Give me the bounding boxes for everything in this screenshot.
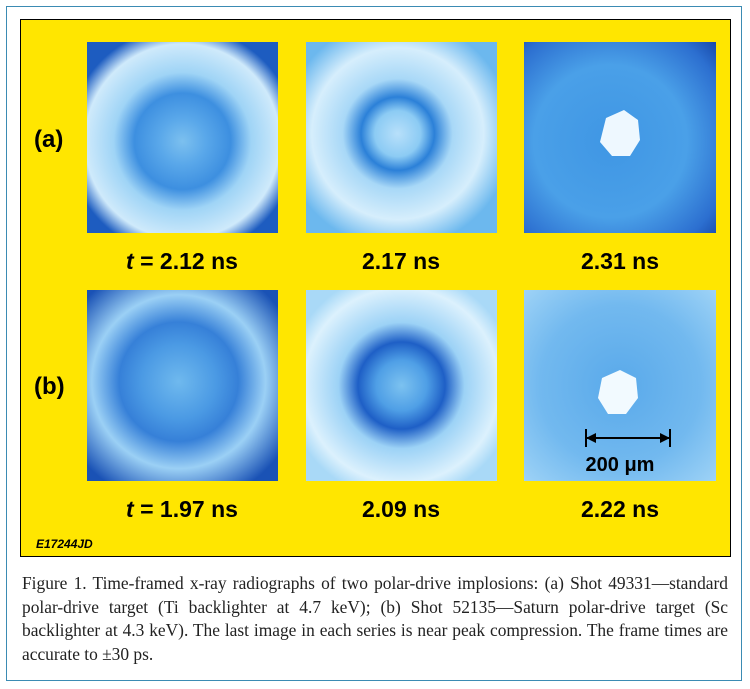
time-text: 2.17 ns bbox=[362, 248, 440, 274]
radiograph bbox=[87, 42, 278, 233]
scale-label: 200 μm bbox=[520, 454, 720, 477]
time-text: = 2.12 ns bbox=[134, 248, 238, 274]
radiograph bbox=[524, 42, 716, 233]
time-text: 2.31 ns bbox=[581, 248, 659, 274]
frame-time: t = 2.12 ns bbox=[82, 248, 282, 275]
page: 200 μm (a) (b) t = 2.12 ns 2.17 ns 2.31 ns… bbox=[0, 0, 750, 689]
time-text: = 1.97 ns bbox=[134, 496, 238, 522]
variable: t bbox=[126, 248, 134, 274]
radiograph bbox=[87, 290, 278, 481]
frame-time: 2.17 ns bbox=[301, 248, 501, 275]
time-text: 2.22 ns bbox=[581, 496, 659, 522]
frame-time: 2.09 ns bbox=[301, 496, 501, 523]
frame-time: t = 1.97 ns bbox=[82, 496, 282, 523]
radiograph bbox=[306, 42, 497, 233]
row-label: (a) bbox=[34, 126, 63, 154]
frame-time: 2.22 ns bbox=[520, 496, 720, 523]
radiograph bbox=[306, 290, 497, 481]
row-label: (b) bbox=[34, 373, 65, 401]
time-text: 2.09 ns bbox=[362, 496, 440, 522]
frame-time: 2.31 ns bbox=[520, 248, 720, 275]
variable: t bbox=[126, 496, 134, 522]
caption: Figure 1. Time-framed x-ray radiographs … bbox=[22, 572, 728, 666]
figure-id: E17244JD bbox=[36, 537, 93, 551]
radiograph bbox=[524, 290, 716, 481]
